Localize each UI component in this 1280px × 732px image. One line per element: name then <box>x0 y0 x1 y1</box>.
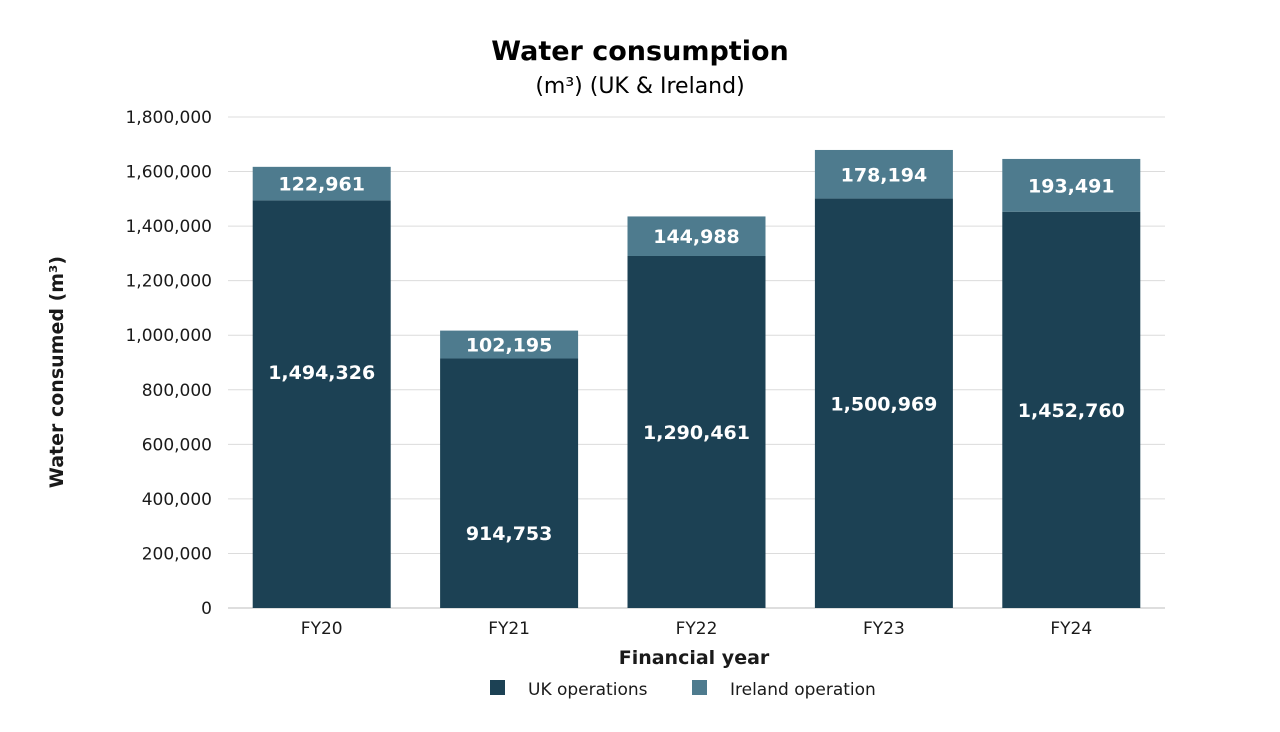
legend-swatch <box>490 680 505 695</box>
data-label: 122,961 <box>278 174 365 196</box>
legend-label: UK operations <box>528 680 648 700</box>
x-axis-label: Financial year <box>619 647 770 669</box>
data-label: 1,494,326 <box>268 362 375 384</box>
y-tick-label: 0 <box>201 599 212 619</box>
x-tick-label: FY21 <box>488 619 530 639</box>
data-label: 1,452,760 <box>1018 400 1125 422</box>
bar-uk-fy20 <box>252 200 391 608</box>
bar-uk-fy24 <box>1002 211 1141 608</box>
y-tick-label: 400,000 <box>142 490 212 510</box>
y-axis-ticks: 0 200,000 400,000 600,000 800,000 1,000,000 1,… <box>125 108 212 619</box>
bar-ireland-fy21 <box>440 330 579 359</box>
y-axis-label: Water consumed (m³) <box>46 256 68 488</box>
y-tick-label: 800,000 <box>142 381 212 401</box>
x-axis-ticks: FY20 FY21 FY22 FY23 FY24 <box>301 619 1092 639</box>
y-tick-label: 200,000 <box>142 544 212 564</box>
y-tick-label: 1,400,000 <box>125 217 212 237</box>
data-label: 178,194 <box>841 164 928 186</box>
x-tick-label: FY22 <box>676 619 718 639</box>
bar-uk-fy23 <box>814 198 953 608</box>
bar-ireland-fy24 <box>1002 158 1141 212</box>
y-tick-label: 1,800,000 <box>125 108 212 128</box>
x-tick-label: FY20 <box>301 619 343 639</box>
y-tick-label: 600,000 <box>142 435 212 455</box>
y-tick-label: 1,600,000 <box>125 163 212 183</box>
bar-ireland-fy20 <box>252 166 391 201</box>
data-label: 144,988 <box>653 226 740 248</box>
chart-title: Water consumption <box>491 36 788 67</box>
data-label: 1,290,461 <box>643 422 750 444</box>
legend: UK operations Ireland operation <box>490 680 876 700</box>
bars: 1,494,326 122,961 914,753 102,195 1,290,461 1… <box>252 149 1141 609</box>
legend-label: Ireland operation <box>730 680 876 700</box>
y-tick-label: 1,000,000 <box>125 326 212 346</box>
bar-uk-fy22 <box>627 255 766 609</box>
data-label: 914,753 <box>466 523 553 545</box>
data-label: 193,491 <box>1028 175 1115 197</box>
x-tick-label: FY23 <box>863 619 905 639</box>
legend-swatch <box>692 680 707 695</box>
bar-uk-fy21 <box>440 358 579 608</box>
chart-subtitle: (m³) (UK & Ireland) <box>535 74 744 99</box>
bar-ireland-fy23 <box>814 149 953 199</box>
y-tick-label: 1,200,000 <box>125 272 212 292</box>
data-label: 1,500,969 <box>830 393 937 415</box>
bar-ireland-fy22 <box>627 216 766 256</box>
data-label: 102,195 <box>466 335 553 357</box>
x-tick-label: FY24 <box>1050 619 1092 639</box>
